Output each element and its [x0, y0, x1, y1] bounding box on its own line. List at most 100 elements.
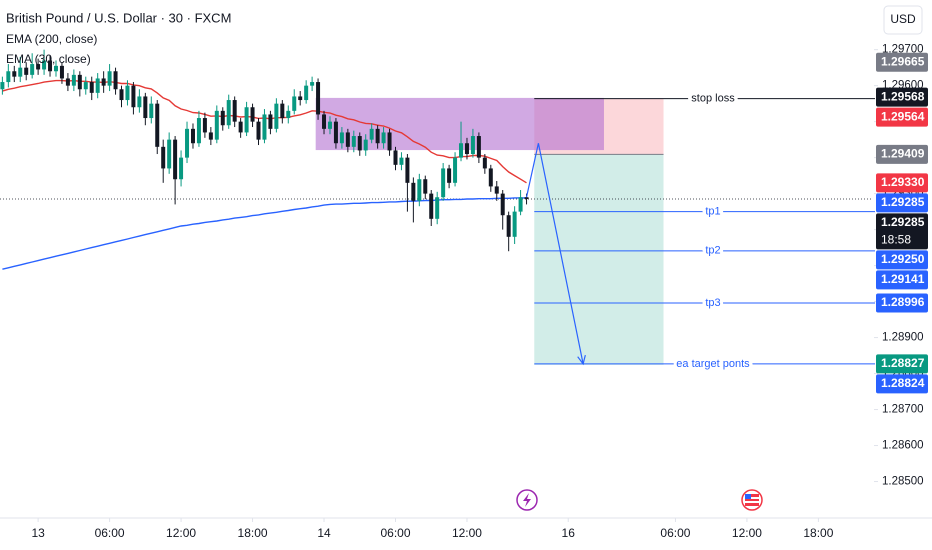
- candle-body: [500, 193, 505, 216]
- x-tick-label: 16: [562, 526, 576, 540]
- candle-body: [101, 78, 106, 86]
- candle-body: [202, 118, 207, 133]
- price-tag: [876, 354, 928, 374]
- candle-body: [125, 85, 130, 101]
- candle-body: [417, 179, 422, 201]
- candle-body: [369, 128, 374, 140]
- candle-body: [274, 103, 279, 129]
- price-tag: [876, 52, 928, 72]
- candle-body: [482, 157, 487, 169]
- candle-body: [42, 60, 47, 70]
- level-label: tp1: [705, 206, 720, 218]
- candle-body: [476, 136, 481, 158]
- level-label: tp3: [705, 297, 720, 309]
- candle-body: [24, 67, 29, 75]
- candle-body: [387, 132, 392, 151]
- x-tick-label: 06:00: [95, 526, 125, 540]
- candle-body: [190, 128, 195, 144]
- country-event-icon[interactable]: [741, 489, 763, 511]
- price-tag: [876, 270, 928, 290]
- candle-body: [89, 82, 94, 93]
- candle-body: [83, 82, 88, 90]
- price-tag: [876, 293, 928, 313]
- candle-body: [453, 157, 458, 183]
- price-tag-label: 1.29409: [881, 147, 925, 161]
- candle-body: [423, 179, 428, 194]
- price-tag: [876, 213, 928, 250]
- ema-line: [2, 197, 527, 270]
- price-tag-label: 1.29285: [881, 195, 925, 209]
- y-tick-label: 1.28700: [882, 404, 924, 416]
- candle-body: [185, 128, 190, 158]
- candle-body: [244, 107, 249, 133]
- countdown: 18:58: [881, 232, 911, 246]
- candle-body: [441, 168, 446, 198]
- candle-body: [363, 139, 368, 151]
- candle-body: [65, 78, 70, 86]
- price-tag-label: 1.29568: [881, 89, 925, 103]
- candle-body: [18, 67, 23, 77]
- candle-body: [95, 78, 100, 93]
- price-tag-label: 1.28827: [881, 356, 925, 370]
- event-icon[interactable]: [516, 489, 538, 511]
- candle-body: [333, 121, 338, 144]
- candle-body: [506, 215, 511, 237]
- currency-button[interactable]: [883, 5, 923, 35]
- candle-body: [119, 89, 124, 101]
- price-tag-label: 1.29564: [881, 109, 925, 123]
- candle-body: [280, 103, 285, 119]
- x-tick-label: 14: [317, 526, 331, 540]
- candle-body: [470, 136, 475, 155]
- candle-body: [488, 168, 493, 187]
- candle-body: [30, 64, 35, 75]
- price-tag-label: 1.29250: [881, 252, 925, 266]
- currency[interactable]: USD: [890, 12, 916, 26]
- candle-body: [250, 107, 255, 122]
- candle-body: [36, 64, 41, 70]
- candle-body: [322, 114, 327, 129]
- candle-body: [351, 136, 356, 147]
- x-tick-label: 12:00: [452, 526, 482, 540]
- candle-body: [524, 197, 529, 200]
- candle-body: [232, 100, 237, 122]
- x-tick-label: 06:00: [660, 526, 690, 540]
- candle-body: [292, 96, 297, 111]
- level-label: tp2: [705, 245, 720, 257]
- candle-body: [113, 71, 118, 90]
- candle-body: [381, 132, 386, 144]
- x-tick-label: 06:00: [380, 526, 410, 540]
- legend-entry: EMA (200, close): [6, 32, 97, 46]
- chart-title: British Pound / U.S. Dollar · 30 · FXCM: [6, 10, 231, 25]
- candle-body: [298, 96, 303, 101]
- candle-body: [196, 118, 201, 144]
- candle-body: [357, 136, 362, 151]
- candle-body: [304, 85, 309, 101]
- candle-body: [256, 121, 261, 140]
- price-tag-label: 1.28996: [881, 295, 925, 309]
- candle-body: [393, 150, 398, 165]
- arrow-head: [577, 354, 586, 366]
- price-tag: [876, 193, 928, 213]
- candle-body: [6, 71, 11, 83]
- y-tick-label: 1.28500: [882, 476, 924, 488]
- candle-body: [512, 211, 517, 237]
- price-tag-label: 1.29285: [881, 215, 925, 229]
- x-tick-label: 18:00: [803, 526, 833, 540]
- candle-body: [71, 74, 76, 86]
- candle-body: [345, 132, 350, 147]
- candle-body: [435, 197, 440, 219]
- x-tick-label: 18:00: [238, 526, 268, 540]
- candle-body: [53, 65, 58, 72]
- candle-body: [339, 132, 344, 144]
- y-tick-label: 1.29700: [882, 44, 924, 56]
- candle-body: [107, 71, 112, 86]
- candle-body: [214, 110, 219, 140]
- price-tag: [876, 250, 928, 270]
- candle-body: [375, 128, 380, 144]
- candle-body: [137, 96, 142, 108]
- legend-entry: EMA (30, close): [6, 52, 91, 66]
- candle-body: [59, 65, 64, 79]
- candle-body: [155, 103, 160, 147]
- candle-body: [48, 60, 53, 72]
